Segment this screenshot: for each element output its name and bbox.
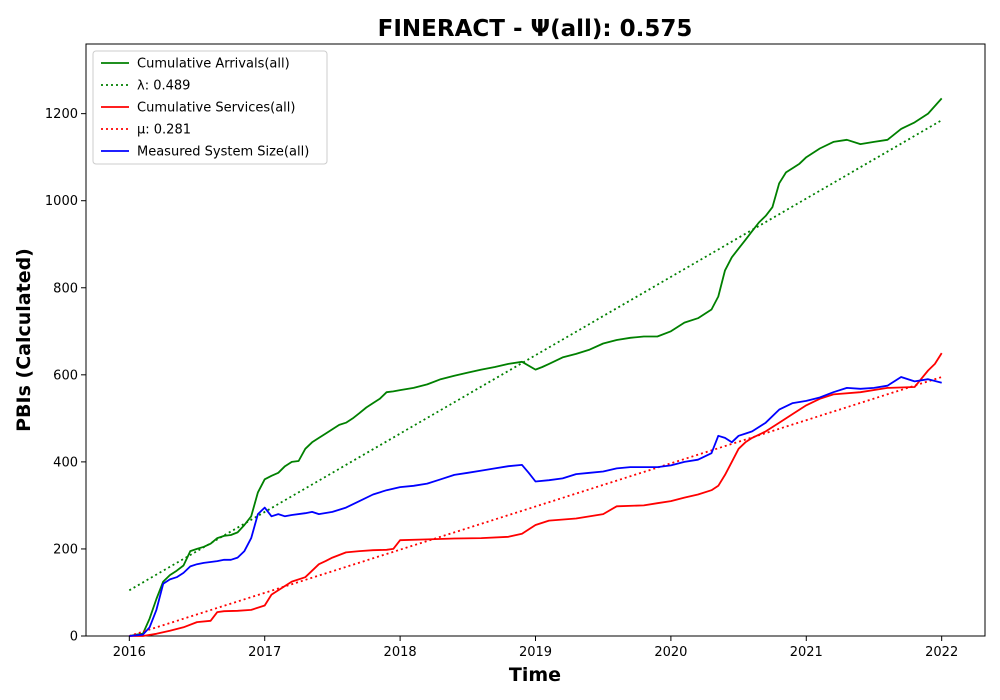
y-axis-label: PBIs (Calculated)	[13, 248, 35, 432]
x-tick-label: 2019	[519, 645, 552, 660]
legend-label-4: μ: 0.281	[137, 123, 191, 138]
x-tick-label: 2018	[384, 645, 417, 660]
y-tick-label: 0	[70, 630, 78, 645]
series-line-4	[129, 376, 942, 637]
series-line-1	[129, 97, 943, 637]
x-tick-label: 2020	[654, 645, 687, 660]
x-tick-label: 2017	[248, 645, 281, 660]
y-tick-label: 1000	[45, 194, 78, 209]
y-tick-label: 200	[53, 542, 78, 557]
x-axis-label: Time	[509, 664, 561, 686]
legend-box	[92, 50, 328, 165]
series-line-3	[129, 352, 943, 637]
series-layer	[128, 97, 943, 637]
legend-label-5: Measured System Size(all)	[137, 145, 309, 160]
legend-label-3: Cumulative Services(all)	[137, 101, 295, 116]
chart-title: FINERACT - Ψ(all): 0.575	[378, 16, 693, 42]
y-tick-label: 600	[53, 368, 78, 383]
legend-label-1: Cumulative Arrivals(all)	[137, 57, 290, 72]
y-axis: 0 200 400 600 800 1000 1200	[45, 107, 86, 645]
y-tick-label: 400	[53, 455, 78, 470]
x-tick-label: 2016	[113, 645, 146, 660]
series-line-2	[128, 119, 943, 592]
series-line-5	[129, 376, 942, 637]
y-tick-label: 800	[53, 281, 78, 296]
x-tick-label: 2021	[790, 645, 823, 660]
legend: Cumulative Arrivals(all) λ: 0.489 Cumulati…	[92, 50, 328, 165]
x-axis: 2016 2017 2018 2019 2020 2021 2022	[113, 636, 958, 660]
x-tick-label: 2022	[925, 645, 958, 660]
legend-label-2: λ: 0.489	[137, 79, 190, 94]
y-tick-label: 1200	[45, 107, 78, 122]
plot-area: 2016 2017 2018 2019 2020 2021 2022 0 200 400 600 8…	[45, 43, 986, 660]
